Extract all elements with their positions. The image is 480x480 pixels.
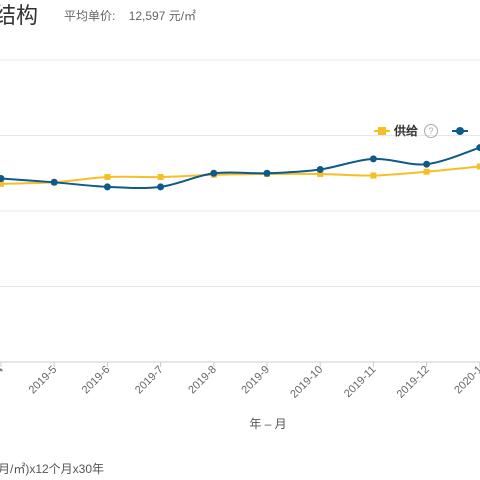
data-point <box>50 178 58 186</box>
data-point <box>317 171 324 178</box>
x-tick-label: 2019-8 <box>186 364 219 397</box>
data-point <box>157 183 165 191</box>
data-point <box>104 174 111 181</box>
series-line <box>0 146 480 190</box>
data-point <box>423 160 431 168</box>
x-tick-label: 2019-11 <box>342 364 378 400</box>
x-tick-label: 2019-4 <box>0 364 6 397</box>
average-price-value: 12,597 元/㎡ <box>128 9 197 23</box>
x-tick-label: 2019-12 <box>395 364 432 401</box>
legend-label-supply: 供给 <box>394 124 419 138</box>
x-tick-label: 2019-9 <box>239 364 272 397</box>
series-line <box>0 165 480 185</box>
average-price-label: 平均单价: <box>64 9 116 23</box>
data-point <box>316 165 324 173</box>
data-point <box>0 180 4 187</box>
legend-item-series-2[interactable] <box>452 126 472 136</box>
data-point <box>476 163 480 170</box>
data-point <box>423 168 430 175</box>
average-price: 平均单价: 12,597 元/㎡ <box>64 7 196 24</box>
legend-item-supply[interactable]: 供给 ? <box>374 122 439 139</box>
chart-legend: 供给 ? <box>374 122 480 139</box>
x-tick-label: 2019-6 <box>80 364 113 397</box>
legend-swatch-series-2 <box>452 126 469 136</box>
footer-note: 月/㎡)x12个月x30年 <box>0 462 105 476</box>
help-icon[interactable]: ? <box>424 123 439 138</box>
x-tick-label: 2019-10 <box>288 364 325 401</box>
data-point <box>103 183 111 191</box>
legend-swatch-supply <box>374 126 390 136</box>
axis-layer: 2019-4 2019-5 2019-6 2019-7 2019-8 2019-9 2019… <box>0 361 480 401</box>
data-point <box>157 174 164 181</box>
data-point <box>369 155 377 163</box>
grid-layer <box>0 59 480 287</box>
data-point <box>0 175 5 183</box>
x-tick-label: 2019-7 <box>133 364 166 397</box>
x-axis-title: 年 – 月 <box>249 417 286 431</box>
data-point <box>263 169 271 177</box>
data-point <box>370 172 377 179</box>
page-title: 结构 <box>0 3 39 28</box>
x-tick-label: 2020-1 <box>452 364 480 397</box>
data-point <box>210 169 218 177</box>
data-point <box>476 144 480 152</box>
series-layer <box>0 144 480 191</box>
x-tick-label: 2019-5 <box>27 364 60 397</box>
